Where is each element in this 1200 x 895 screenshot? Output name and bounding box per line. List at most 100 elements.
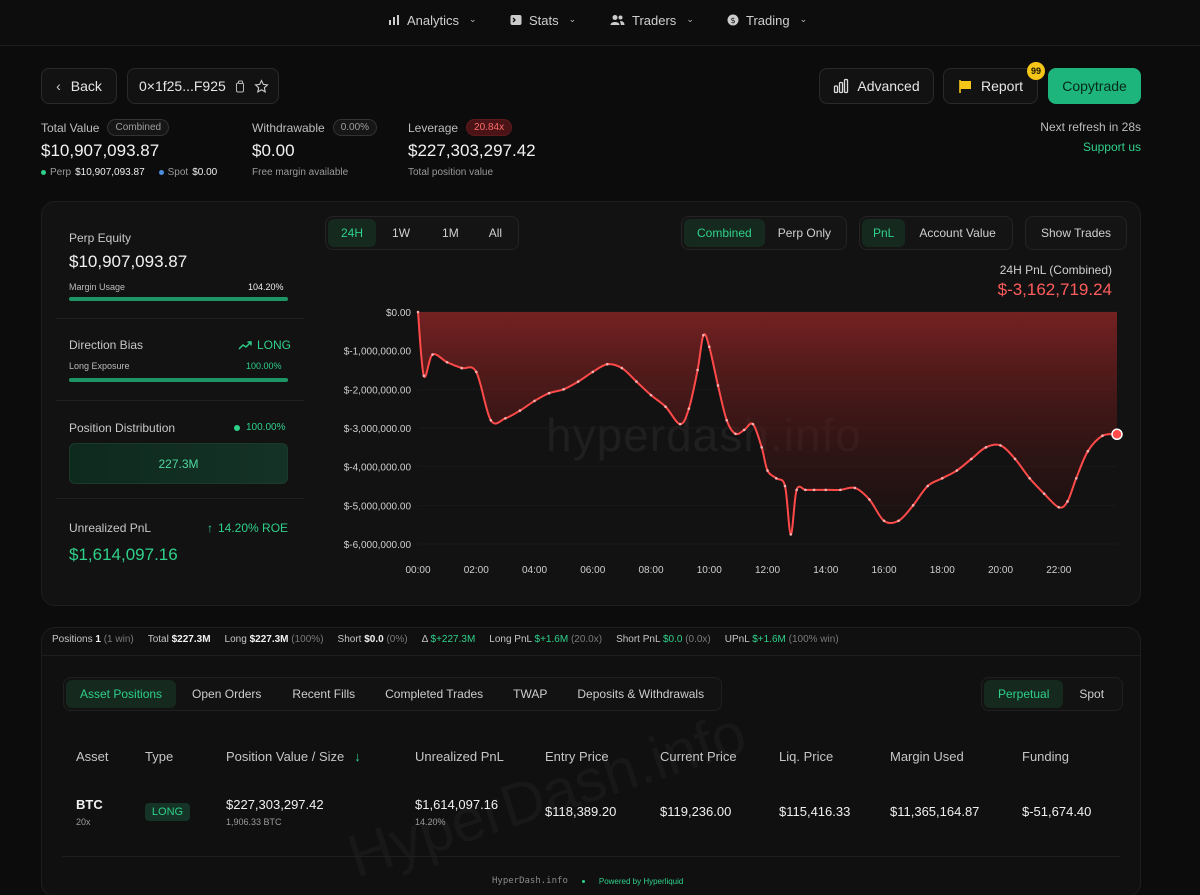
y-tick-label: $-1,000,000.00 xyxy=(344,347,412,358)
col-funding[interactable]: Funding xyxy=(1022,749,1069,764)
col-position-value[interactable]: Position Value / Size ↓ xyxy=(226,749,361,764)
report-button[interactable]: Report xyxy=(943,68,1038,104)
nav-trading[interactable]: $ Trading ⌄ xyxy=(727,11,807,29)
x-tick-label: 06:00 xyxy=(580,565,605,576)
pnl-point xyxy=(649,393,653,397)
nav-traders[interactable]: Traders ⌄ xyxy=(610,11,694,29)
short-pnl-group: Short PnL $0.0 (0.0x) xyxy=(616,634,711,645)
spot-dot xyxy=(158,170,164,175)
total-group: Total $227.3M xyxy=(148,634,211,645)
nav-stats[interactable]: Stats ⌄ xyxy=(510,11,576,29)
y-tick-label: $-3,000,000.00 xyxy=(344,424,412,435)
col-asset[interactable]: Asset xyxy=(76,749,109,764)
perp-value: $10,907,093.87 xyxy=(75,167,145,178)
long-pnl-extra: (20.0x) xyxy=(570,634,603,645)
pnl-area xyxy=(418,312,1117,535)
star-icon[interactable] xyxy=(254,78,269,94)
back-button[interactable]: ‹ Back xyxy=(41,68,117,104)
tab-twap[interactable]: TWAP xyxy=(513,687,548,701)
margin-usage-label: Margin Usage xyxy=(69,282,126,292)
col-unrealized-pnl[interactable]: Unrealized PnL xyxy=(415,749,504,764)
col-liq-price[interactable]: Liq. Price xyxy=(779,749,834,764)
pnl-point xyxy=(504,417,507,420)
tab-asset-positions[interactable]: Asset Positions xyxy=(66,680,177,708)
tab-perpetual[interactable]: Perpetual xyxy=(984,680,1064,708)
wallet-address-box: 0×1f25...F925 xyxy=(127,68,279,104)
metric-pnl[interactable]: PnL xyxy=(862,219,906,247)
row-position-value: $227,303,297.42 xyxy=(226,797,324,812)
x-tick-label: 20:00 xyxy=(988,565,1013,576)
chevron-down-icon: ⌄ xyxy=(568,13,577,24)
withdrawable-sub: Free margin available xyxy=(252,167,349,178)
pnl-point xyxy=(518,409,522,412)
perp-equity-label: Perp Equity xyxy=(69,231,132,245)
pnl-point xyxy=(678,422,682,426)
total-value-label-group: Total Value Combined xyxy=(41,119,170,136)
pnl-point xyxy=(795,488,798,492)
positions-extra: (1 win) xyxy=(103,634,134,645)
mode-selector: Combined Perp Only xyxy=(681,216,848,250)
row-funding: $-51,674.40 xyxy=(1022,804,1092,819)
pnl-point xyxy=(1013,457,1017,461)
mode-combined[interactable]: Combined xyxy=(684,219,765,247)
metric-account-value[interactable]: Account Value xyxy=(919,226,996,240)
pnl-point xyxy=(1074,476,1078,480)
advanced-button[interactable]: Advanced xyxy=(819,68,934,104)
pnl-chart[interactable]: $0.00 $-1,000,000.00 $-2,000,000.00 $-3,000… xyxy=(330,300,1130,585)
row-asset[interactable]: BTC xyxy=(76,797,103,812)
svg-text:$: $ xyxy=(730,16,735,25)
range-24h[interactable]: 24H xyxy=(328,219,377,247)
short-pnl-extra: (0.0x) xyxy=(685,634,711,645)
nav-analytics[interactable]: Analytics ⌄ xyxy=(388,11,477,29)
range-all[interactable]: All xyxy=(488,226,503,240)
x-tick-label: 00:00 xyxy=(405,565,430,576)
pnl-point xyxy=(591,370,595,374)
separator-dot xyxy=(581,879,585,883)
footer-brand[interactable]: HyperDash.info xyxy=(492,876,568,886)
tab-deposits-withdrawals[interactable]: Deposits & Withdrawals xyxy=(577,687,705,701)
show-trades-toggle[interactable]: Show Trades xyxy=(1025,216,1128,250)
copy-icon[interactable] xyxy=(234,80,246,93)
pnl-point xyxy=(1057,505,1061,509)
spot-value: $0.00 xyxy=(192,167,218,178)
bar-chart-icon xyxy=(834,78,849,94)
positions-value: 1 xyxy=(95,634,101,645)
tab-completed-trades[interactable]: Completed Trades xyxy=(385,687,484,701)
divider xyxy=(56,400,304,401)
chevron-left-icon: ‹ xyxy=(56,78,61,94)
pnl-point xyxy=(774,476,778,480)
pnl-point xyxy=(812,488,816,492)
tab-spot[interactable]: Spot xyxy=(1079,687,1105,701)
range-1w[interactable]: 1W xyxy=(392,226,411,240)
tab-open-orders[interactable]: Open Orders xyxy=(192,687,262,701)
withdrawable-pill: 0.00% xyxy=(332,119,378,136)
pnl-point xyxy=(696,368,699,372)
mode-perp-only[interactable]: Perp Only xyxy=(777,226,832,240)
terminal-icon xyxy=(510,15,522,25)
col-type[interactable]: Type xyxy=(145,749,174,764)
x-tick-label: 04:00 xyxy=(522,565,547,576)
x-tick-label: 14:00 xyxy=(813,565,838,576)
flag-icon xyxy=(959,79,971,93)
long-pnl-label: Long PnL xyxy=(489,634,532,645)
nav-traders-label: Traders xyxy=(632,12,677,28)
pnl-point xyxy=(940,476,944,480)
range-1m[interactable]: 1M xyxy=(442,226,459,240)
pnl-point xyxy=(824,488,828,492)
delta-group: Δ $+227.3M xyxy=(422,634,476,645)
support-link[interactable]: Support us xyxy=(1082,140,1141,154)
copytrade-button[interactable]: Copytrade xyxy=(1048,68,1141,104)
pnl-point xyxy=(926,484,929,488)
chart-pnl-value: $-3,162,719.24 xyxy=(997,280,1112,299)
short-extra: (0%) xyxy=(386,634,408,645)
pnl-point xyxy=(489,418,493,422)
upnl-extra: (100% win) xyxy=(788,634,839,645)
leverage-pill: 20.84x xyxy=(466,119,513,136)
long-exposure-bar xyxy=(69,378,288,382)
col-margin-used[interactable]: Margin Used xyxy=(890,749,964,764)
perp-equity-value: $10,907,093.87 xyxy=(69,252,188,271)
col-entry-price[interactable]: Entry Price xyxy=(545,749,609,764)
tab-recent-fills[interactable]: Recent Fills xyxy=(292,687,356,701)
col-current-price[interactable]: Current Price xyxy=(660,749,737,764)
powered-by-link[interactable]: Powered by Hyperliquid xyxy=(598,876,684,886)
